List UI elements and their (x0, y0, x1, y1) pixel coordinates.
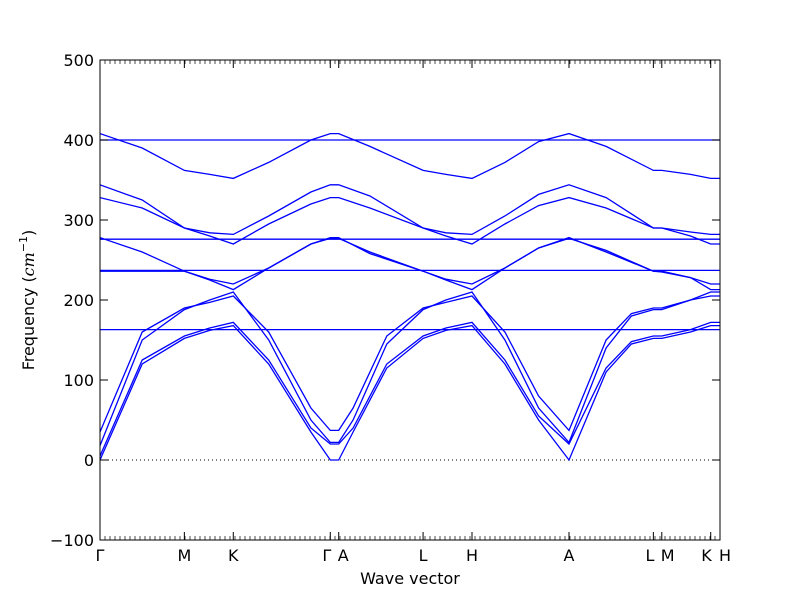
y-tick-label: −100 (50, 531, 94, 550)
x-tick-label: Γ (96, 546, 105, 565)
band-line-1 (100, 324, 720, 462)
band-line-4 (100, 295, 720, 433)
band-line-2 (100, 321, 720, 457)
y-tick-label: 200 (63, 291, 94, 310)
band-line-8 (100, 236, 720, 291)
x-tick-label: M (661, 546, 675, 565)
band-lines (100, 132, 720, 462)
y-tick-label: 500 (63, 51, 94, 70)
band-line-11 (100, 184, 720, 236)
x-tick-label: K (701, 546, 712, 565)
y-axis-label: Frequency (cm−1) (17, 230, 38, 371)
y-tick-label: 300 (63, 211, 94, 230)
x-tick-label: Γ (322, 546, 331, 565)
minor-ticks (99, 60, 721, 540)
x-axis-label: Wave vector (360, 569, 460, 588)
band-line-13 (100, 132, 720, 180)
y-tick-label: 0 (84, 451, 94, 470)
x-tick-label: A (338, 546, 349, 565)
x-tick-label: L (645, 546, 654, 565)
x-tick-label: H (719, 546, 731, 565)
x-tick-label: H (466, 546, 478, 565)
x-tick-label: L (419, 546, 428, 565)
x-tick-label: M (177, 546, 191, 565)
x-tick-label: K (228, 546, 239, 565)
y-tick-label: 100 (63, 371, 94, 390)
y-axis-ticks: −100 0 100 200 300 400 500 (50, 51, 720, 550)
y-tick-label: 400 (63, 131, 94, 150)
x-tick-label: A (564, 546, 575, 565)
plot-area (100, 132, 720, 462)
